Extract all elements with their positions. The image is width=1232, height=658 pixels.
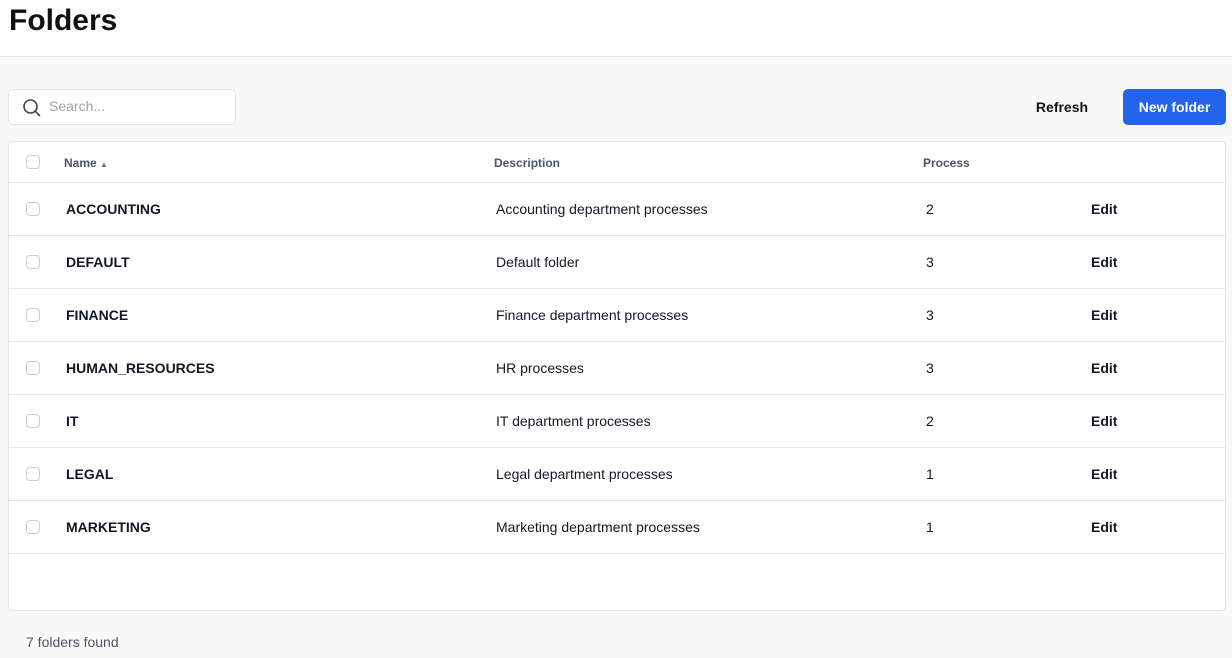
edit-button[interactable]: Edit (1091, 519, 1118, 535)
search-box[interactable] (8, 89, 236, 125)
folder-description: Marketing department processes (496, 519, 700, 535)
folder-process-count: 2 (926, 201, 934, 217)
table-row: FINANCE Finance department processes 3 E… (9, 289, 1225, 342)
edit-button[interactable]: Edit (1091, 201, 1118, 217)
folder-name: MARKETING (66, 519, 151, 535)
search-input[interactable] (49, 98, 219, 114)
folder-process-count: 2 (926, 413, 934, 429)
table-row: ACCOUNTING Accounting department process… (9, 183, 1225, 236)
folder-name: DEFAULT (66, 254, 130, 270)
row-checkbox[interactable] (26, 467, 40, 481)
folder-description: HR processes (496, 360, 584, 376)
page-title: Folders (9, 4, 118, 37)
column-description: Description (494, 156, 561, 170)
row-checkbox[interactable] (26, 255, 40, 269)
folder-name: FINANCE (66, 307, 129, 323)
folders-table: Name ▲ Description Process ACCOUNTING Ac… (8, 141, 1226, 611)
folder-process-count: 3 (926, 254, 934, 270)
edit-button[interactable]: Edit (1091, 466, 1118, 482)
table-row: DEFAULT Default folder 3 Edit (9, 236, 1225, 289)
edit-button[interactable]: Edit (1091, 413, 1118, 429)
folder-process-count: 1 (926, 519, 934, 535)
refresh-button[interactable]: Refresh (1024, 89, 1100, 125)
table-header: Name ▲ Description Process (9, 142, 1225, 183)
folder-process-count: 1 (926, 466, 934, 482)
page-header: Folders (0, 0, 1232, 57)
table-row: LEGAL Legal department processes 1 Edit (9, 448, 1225, 501)
select-all-checkbox[interactable] (26, 155, 40, 169)
table-row: HUMAN_RESOURCES HR processes 3 Edit (9, 342, 1225, 395)
edit-button[interactable]: Edit (1091, 360, 1118, 376)
folder-description: Default folder (496, 254, 580, 270)
folder-name: LEGAL (66, 466, 114, 482)
folder-description: Legal department processes (496, 466, 673, 482)
row-checkbox[interactable] (26, 308, 40, 322)
folder-name: ACCOUNTING (66, 201, 161, 217)
row-checkbox[interactable] (26, 202, 40, 216)
folder-process-count: 3 (926, 360, 934, 376)
row-checkbox[interactable] (26, 520, 40, 534)
folder-description: IT department processes (496, 413, 651, 429)
edit-button[interactable]: Edit (1091, 307, 1118, 323)
row-checkbox[interactable] (26, 361, 40, 375)
table-row: MARKETING Marketing department processes… (9, 501, 1225, 554)
search-icon (23, 99, 41, 117)
folder-name: IT (66, 413, 79, 429)
new-folder-button[interactable]: New folder (1123, 89, 1226, 125)
folder-description: Accounting department processes (496, 201, 708, 217)
folder-name: HUMAN_RESOURCES (66, 360, 215, 376)
column-process: Process (923, 156, 970, 170)
column-name-label: Name (64, 156, 97, 170)
row-checkbox[interactable] (26, 414, 40, 428)
edit-button[interactable]: Edit (1091, 254, 1118, 270)
folder-description: Finance department processes (496, 307, 689, 323)
column-name[interactable]: Name ▲ (64, 156, 108, 170)
table-row: IT IT department processes 2 Edit (9, 395, 1225, 448)
sort-ascending-icon: ▲ (100, 160, 108, 169)
folder-process-count: 3 (926, 307, 934, 323)
folders-count: 7 folders found (26, 634, 119, 650)
